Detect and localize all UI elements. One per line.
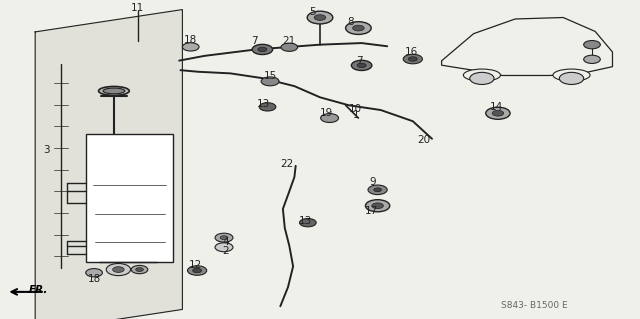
Polygon shape (86, 134, 173, 262)
Circle shape (106, 263, 131, 276)
Circle shape (259, 103, 276, 111)
Text: 9: 9 (369, 177, 376, 188)
Circle shape (584, 41, 600, 49)
Circle shape (307, 11, 333, 24)
Text: 1: 1 (353, 110, 359, 121)
Text: 22: 22 (280, 159, 293, 169)
Ellipse shape (99, 86, 129, 95)
Text: 2: 2 (222, 246, 228, 256)
Circle shape (131, 265, 148, 274)
Circle shape (314, 15, 326, 20)
Circle shape (220, 236, 228, 240)
Text: 15: 15 (264, 71, 276, 81)
Circle shape (374, 188, 381, 192)
Circle shape (353, 25, 364, 31)
Circle shape (321, 114, 339, 122)
Circle shape (372, 203, 383, 209)
Circle shape (365, 200, 390, 212)
Text: 17: 17 (365, 206, 378, 216)
Text: S843- B1500 E: S843- B1500 E (501, 301, 568, 310)
Text: 7: 7 (252, 36, 258, 46)
Ellipse shape (553, 69, 590, 81)
Ellipse shape (103, 88, 125, 94)
Circle shape (486, 107, 510, 119)
Polygon shape (35, 10, 182, 319)
Circle shape (470, 72, 494, 85)
Text: 13: 13 (300, 216, 312, 226)
Text: 21: 21 (283, 36, 296, 46)
Circle shape (215, 233, 233, 242)
Circle shape (215, 243, 233, 252)
Circle shape (403, 54, 422, 64)
Circle shape (408, 57, 417, 61)
Text: 11: 11 (131, 3, 144, 13)
Circle shape (346, 22, 371, 34)
Circle shape (492, 110, 504, 116)
Text: 5: 5 (309, 7, 316, 17)
Circle shape (193, 268, 202, 273)
Circle shape (584, 55, 600, 63)
Circle shape (281, 43, 298, 51)
Text: 3: 3 (43, 145, 49, 155)
Text: 8: 8 (348, 17, 354, 27)
Circle shape (300, 219, 316, 227)
Circle shape (188, 266, 207, 275)
Ellipse shape (463, 69, 500, 81)
Circle shape (258, 47, 267, 52)
Text: 13: 13 (257, 99, 270, 109)
Text: 10: 10 (349, 104, 362, 114)
Text: 14: 14 (490, 102, 502, 112)
Text: 18: 18 (184, 35, 197, 45)
Text: 18: 18 (88, 274, 100, 284)
Text: 4: 4 (222, 237, 228, 247)
Circle shape (261, 77, 279, 86)
Text: FR.: FR. (29, 285, 48, 295)
Text: 19: 19 (320, 108, 333, 118)
Circle shape (252, 44, 273, 55)
Circle shape (136, 268, 143, 271)
Circle shape (357, 63, 366, 68)
Circle shape (559, 72, 584, 85)
Text: 7: 7 (356, 56, 363, 66)
Circle shape (368, 185, 387, 195)
Circle shape (113, 267, 124, 272)
Circle shape (86, 269, 102, 277)
Text: 12: 12 (189, 260, 202, 271)
Circle shape (182, 43, 199, 51)
Circle shape (351, 60, 372, 70)
Text: 16: 16 (405, 47, 418, 57)
Text: 20: 20 (417, 135, 430, 145)
